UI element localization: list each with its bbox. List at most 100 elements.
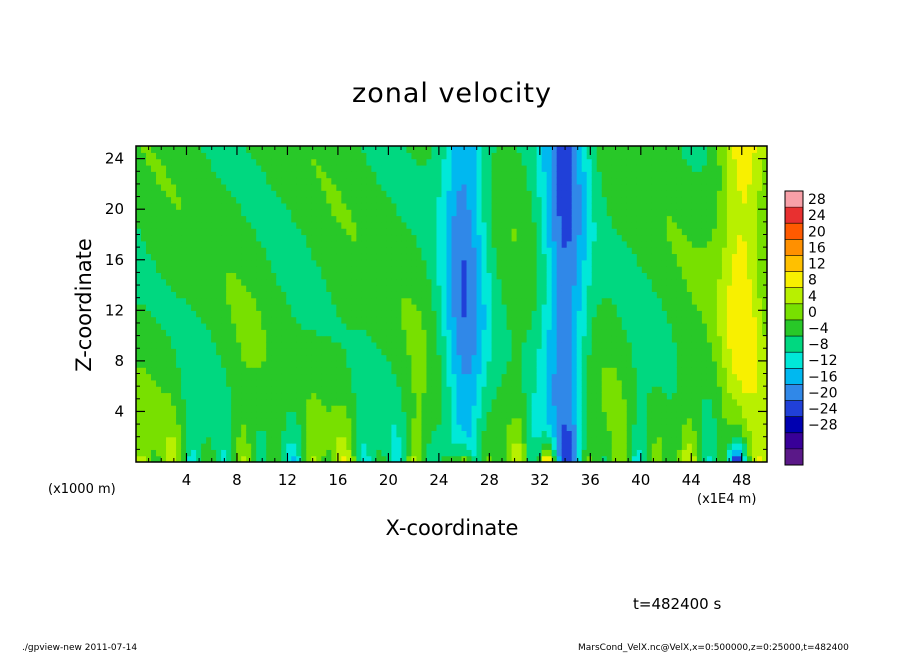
heatmap-cell <box>136 322 142 330</box>
heatmap-cell <box>501 341 508 349</box>
heatmap-cell <box>351 177 357 185</box>
heatmap-cell <box>286 183 292 191</box>
heatmap-cell <box>311 335 317 343</box>
heatmap-cell <box>351 164 357 172</box>
heatmap-cell <box>506 398 513 406</box>
heatmap-cell <box>396 348 403 356</box>
heatmap-cell <box>266 164 272 172</box>
heatmap-cell <box>141 379 147 387</box>
heatmap-cell <box>571 455 578 462</box>
heatmap-cell <box>216 228 222 236</box>
heatmap-cell <box>356 354 362 362</box>
heatmap-cell <box>431 259 438 267</box>
heatmap-cell <box>336 221 342 229</box>
heatmap-cell <box>201 348 207 356</box>
heatmap-cell <box>141 430 147 438</box>
heatmap-cell <box>626 190 633 198</box>
heatmap-cell <box>491 322 498 330</box>
heatmap-cell <box>271 329 277 337</box>
heatmap-cell <box>271 240 277 248</box>
heatmap-cell <box>541 392 548 400</box>
heatmap-cell <box>271 209 277 217</box>
heatmap-cell <box>556 455 563 462</box>
heatmap-cell <box>301 449 307 457</box>
heatmap-cell <box>516 455 523 462</box>
heatmap-cell <box>331 304 337 311</box>
heatmap-cell <box>476 398 483 406</box>
heatmap-cell <box>221 379 227 387</box>
heatmap-cell <box>311 164 317 172</box>
heatmap-cell <box>596 310 603 318</box>
heatmap-cell <box>266 436 272 444</box>
heatmap-cell <box>471 278 478 286</box>
heatmap-cell <box>191 379 197 387</box>
heatmap-cell <box>461 322 468 330</box>
heatmap-cell <box>166 240 172 248</box>
heatmap-cell <box>471 417 478 425</box>
heatmap-cell <box>371 449 377 457</box>
heatmap-cell <box>436 183 443 191</box>
heatmap-cell <box>451 316 458 324</box>
heatmap-cell <box>196 360 202 368</box>
heatmap-cell <box>441 285 448 292</box>
heatmap-cell <box>606 209 613 217</box>
heatmap-cell <box>136 272 142 280</box>
heatmap-cell <box>586 240 593 248</box>
heatmap-cell <box>521 449 528 457</box>
heatmap-cell <box>181 209 187 217</box>
heatmap-cell <box>201 304 207 311</box>
heatmap-cell <box>171 297 177 305</box>
heatmap-cell <box>206 411 212 419</box>
heatmap-cell <box>181 411 187 419</box>
heatmap-cell <box>451 278 458 286</box>
heatmap-cell <box>361 190 367 198</box>
heatmap-cell <box>206 360 212 368</box>
heatmap-cell <box>371 379 377 387</box>
heatmap-cell <box>506 215 513 223</box>
heatmap-cell <box>226 291 232 299</box>
heatmap-cell <box>631 335 638 343</box>
heatmap-cell <box>576 310 583 318</box>
heatmap-cell <box>601 329 608 337</box>
heatmap-cell <box>341 247 347 255</box>
heatmap-cell <box>591 316 598 324</box>
heatmap-cell <box>291 360 297 368</box>
heatmap-cell <box>251 240 257 248</box>
heatmap-cell <box>576 316 583 324</box>
heatmap-cell <box>546 411 553 419</box>
heatmap-cell <box>466 202 473 210</box>
heatmap-cell <box>621 259 628 267</box>
heatmap-cell <box>266 183 272 191</box>
heatmap-cell <box>191 310 197 318</box>
heatmap-cell <box>506 158 513 166</box>
heatmap-cell <box>226 177 232 185</box>
heatmap-cell <box>216 171 222 179</box>
heatmap-cell <box>306 360 312 368</box>
heatmap-cell <box>366 164 372 172</box>
heatmap-cell <box>211 247 217 255</box>
heatmap-cell <box>236 297 242 305</box>
heatmap-cell <box>371 304 377 311</box>
heatmap-cell <box>451 228 458 236</box>
heatmap-cell <box>216 304 222 311</box>
heatmap-cell <box>221 183 227 191</box>
heatmap-cell <box>196 335 202 343</box>
heatmap-cell <box>491 183 498 191</box>
heatmap-cell <box>136 291 142 299</box>
heatmap-cell <box>601 234 608 242</box>
heatmap-cell <box>251 354 257 362</box>
heatmap-cell <box>481 285 488 292</box>
heatmap-cell <box>471 348 478 356</box>
heatmap-cell <box>451 146 458 153</box>
heatmap-cell <box>451 234 458 242</box>
heatmap-cell <box>181 341 187 349</box>
heatmap-cell <box>401 341 408 349</box>
heatmap-cell <box>266 177 272 185</box>
heatmap-cell <box>521 411 528 419</box>
heatmap-cell <box>281 304 287 311</box>
heatmap-cell <box>326 164 332 172</box>
heatmap-cell <box>551 360 558 368</box>
heatmap-cell <box>401 386 408 394</box>
heatmap-cell <box>256 253 262 261</box>
heatmap-cell <box>476 297 483 305</box>
